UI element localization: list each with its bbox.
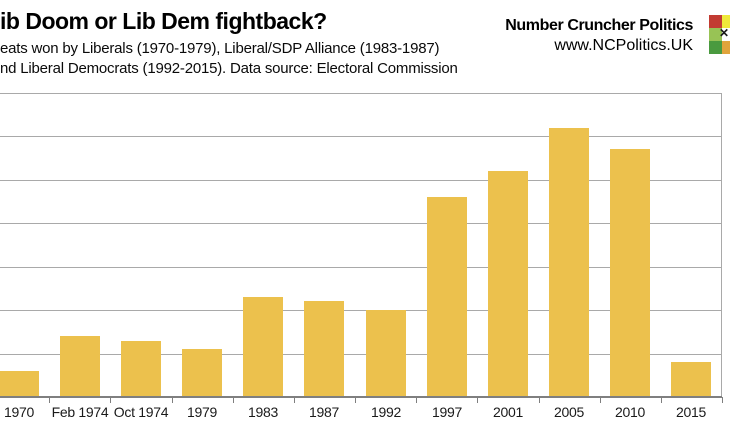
x-axis-label: 2001 [493,404,523,420]
x-axis-label: 1983 [248,404,278,420]
bar-2015 [671,362,711,397]
brand-logo: ✕ [709,15,730,54]
bar-Feb 1974 [60,336,100,397]
bar-1987 [304,301,344,397]
bar-1983 [243,297,283,397]
axis-tick [600,397,601,403]
logo-x-marker: ✕ [719,26,730,40]
x-axis-label: 1970 [4,404,34,420]
gridline-10 [0,354,722,355]
plot-right-border [721,93,722,397]
chart-subtitle-line1: eats won by Liberals (1970-1979), Libera… [0,40,440,57]
gridline-50 [0,180,722,181]
x-axis-label: Oct 1974 [113,404,169,420]
gridline-60 [0,136,722,137]
bar-2010 [610,149,650,397]
bar-1997 [427,197,467,397]
axis-tick [539,397,540,403]
bar-1970 [0,371,39,397]
x-axis-label: 1979 [187,404,217,420]
axis-tick [294,397,295,403]
gridline-20 [0,310,722,311]
x-axis-label: 1987 [309,404,339,420]
axis-tick [172,397,173,403]
logo-cell [722,15,730,28]
axis-tick [477,397,478,403]
brand-name: Number Cruncher Politics [505,17,693,34]
logo-cell [709,28,722,41]
axis-tick [110,397,111,403]
axis-tick [49,397,50,403]
gridline-30 [0,267,722,268]
axis-tick [661,397,662,403]
x-axis-label: 2010 [615,404,645,420]
bar-2001 [488,171,528,397]
x-axis-label: 2005 [554,404,584,420]
axis-tick [233,397,234,403]
gridline-40 [0,223,722,224]
bar-2005 [549,128,589,397]
logo-cell [709,15,722,28]
logo-cell [709,41,722,54]
gridline-70 [0,93,722,94]
brand-website-text: www.NCPolitics.UK [554,37,693,54]
axis-tick [355,397,356,403]
logo-cell [722,41,730,54]
chart-title: ib Doom or Lib Dem fightback? [0,8,327,34]
x-axis-label: 2015 [676,404,706,420]
bar-1992 [366,310,406,397]
x-axis-line [0,396,722,398]
axis-tick [416,397,417,403]
logo-cell [722,28,730,41]
x-axis-label: 1992 [371,404,401,420]
chart-subtitle-line2: nd Liberal Democrats (1992-2015). Data s… [0,60,458,77]
bar-1979 [182,349,222,397]
axis-tick [722,397,723,403]
x-axis-label: 1997 [432,404,462,420]
bar-Oct 1974 [121,341,161,397]
x-axis-label: Feb 1974 [51,404,109,420]
